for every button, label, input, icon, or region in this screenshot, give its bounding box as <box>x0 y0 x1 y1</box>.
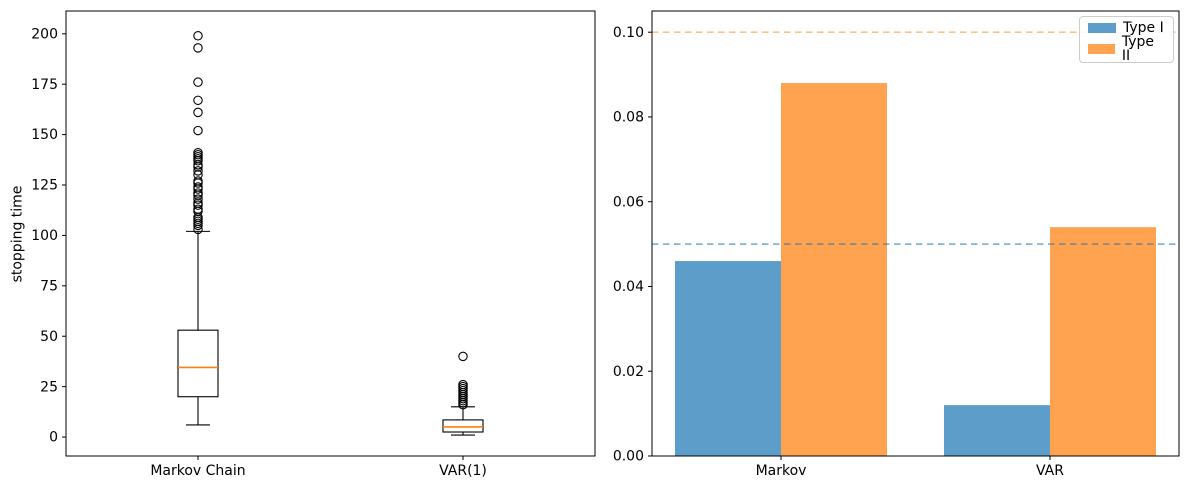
y-axis-label: stopping time <box>9 185 26 282</box>
iqr-box <box>442 419 484 433</box>
legend: Type I Type II <box>1079 16 1174 63</box>
outlier-point <box>193 77 203 87</box>
outlier-point <box>193 147 203 158</box>
x-tick-label: VAR(1) <box>439 463 487 479</box>
outlier-point <box>193 43 203 53</box>
outlier-point <box>193 107 203 118</box>
box-markov-chain <box>177 31 219 426</box>
y-tick-label: 0.08 <box>613 110 644 126</box>
y-tick-label: 0.04 <box>613 279 644 295</box>
outlier-point <box>193 95 203 106</box>
outlier-point <box>193 31 203 41</box>
outlier-point <box>458 351 468 362</box>
outlier-point <box>193 176 203 186</box>
bar-markov-type-i <box>675 261 781 456</box>
outlier-point <box>458 379 468 390</box>
legend-item-type-1: Type I <box>1088 21 1165 35</box>
y-tick-label: 200 <box>31 26 58 42</box>
y-tick-label: 175 <box>31 77 58 93</box>
bar-chart: 0.00 0.02 0.04 0.06 0.08 0.10 Markov VAR <box>613 10 1180 479</box>
legend-item-type-2: Type II <box>1088 35 1165 63</box>
outlier-point <box>193 204 203 214</box>
y-tick-label: 75 <box>40 278 58 294</box>
plot-border <box>651 10 1180 457</box>
plot-border <box>65 10 596 457</box>
legend-label-type-1: Type I <box>1123 20 1164 36</box>
outlier-point <box>193 125 203 136</box>
boxplot-chart: 0 25 50 75 100 125 150 175 200 Markov Chain VAR(1) <box>31 10 596 479</box>
y-tick-label: 0.06 <box>613 194 644 210</box>
y-tick-label: 0 <box>49 430 58 446</box>
y-tick-label: 100 <box>31 228 58 244</box>
bar-markov-type-ii <box>781 83 887 457</box>
y-tick-label: 25 <box>40 379 58 395</box>
outlier-point <box>193 188 203 198</box>
bar-var-type-ii <box>1050 227 1156 456</box>
y-tick-label: 125 <box>31 178 58 194</box>
y-tick-label: 0.02 <box>613 364 644 380</box>
type-2-swatch-icon <box>1088 44 1115 54</box>
y-tick-label: 50 <box>40 329 58 345</box>
y-tick-label: 150 <box>31 127 58 143</box>
outlier-point <box>193 194 203 204</box>
iqr-box <box>177 329 219 398</box>
y-tick-label: 0.10 <box>613 25 644 41</box>
box-var1 <box>442 351 484 436</box>
legend-label-type-2: Type II <box>1121 34 1155 64</box>
type-1-swatch-icon <box>1088 23 1116 33</box>
x-tick-label: Markov <box>756 463 807 479</box>
outlier-point <box>193 182 203 192</box>
outlier-point <box>193 166 203 176</box>
x-tick-label: VAR <box>1036 463 1064 479</box>
x-tick-label: Markov Chain <box>150 463 245 479</box>
y-tick-label: 0.00 <box>613 449 644 465</box>
y-axis-label-wrap: stopping time <box>6 11 28 456</box>
bar-var-type-i <box>944 405 1050 456</box>
